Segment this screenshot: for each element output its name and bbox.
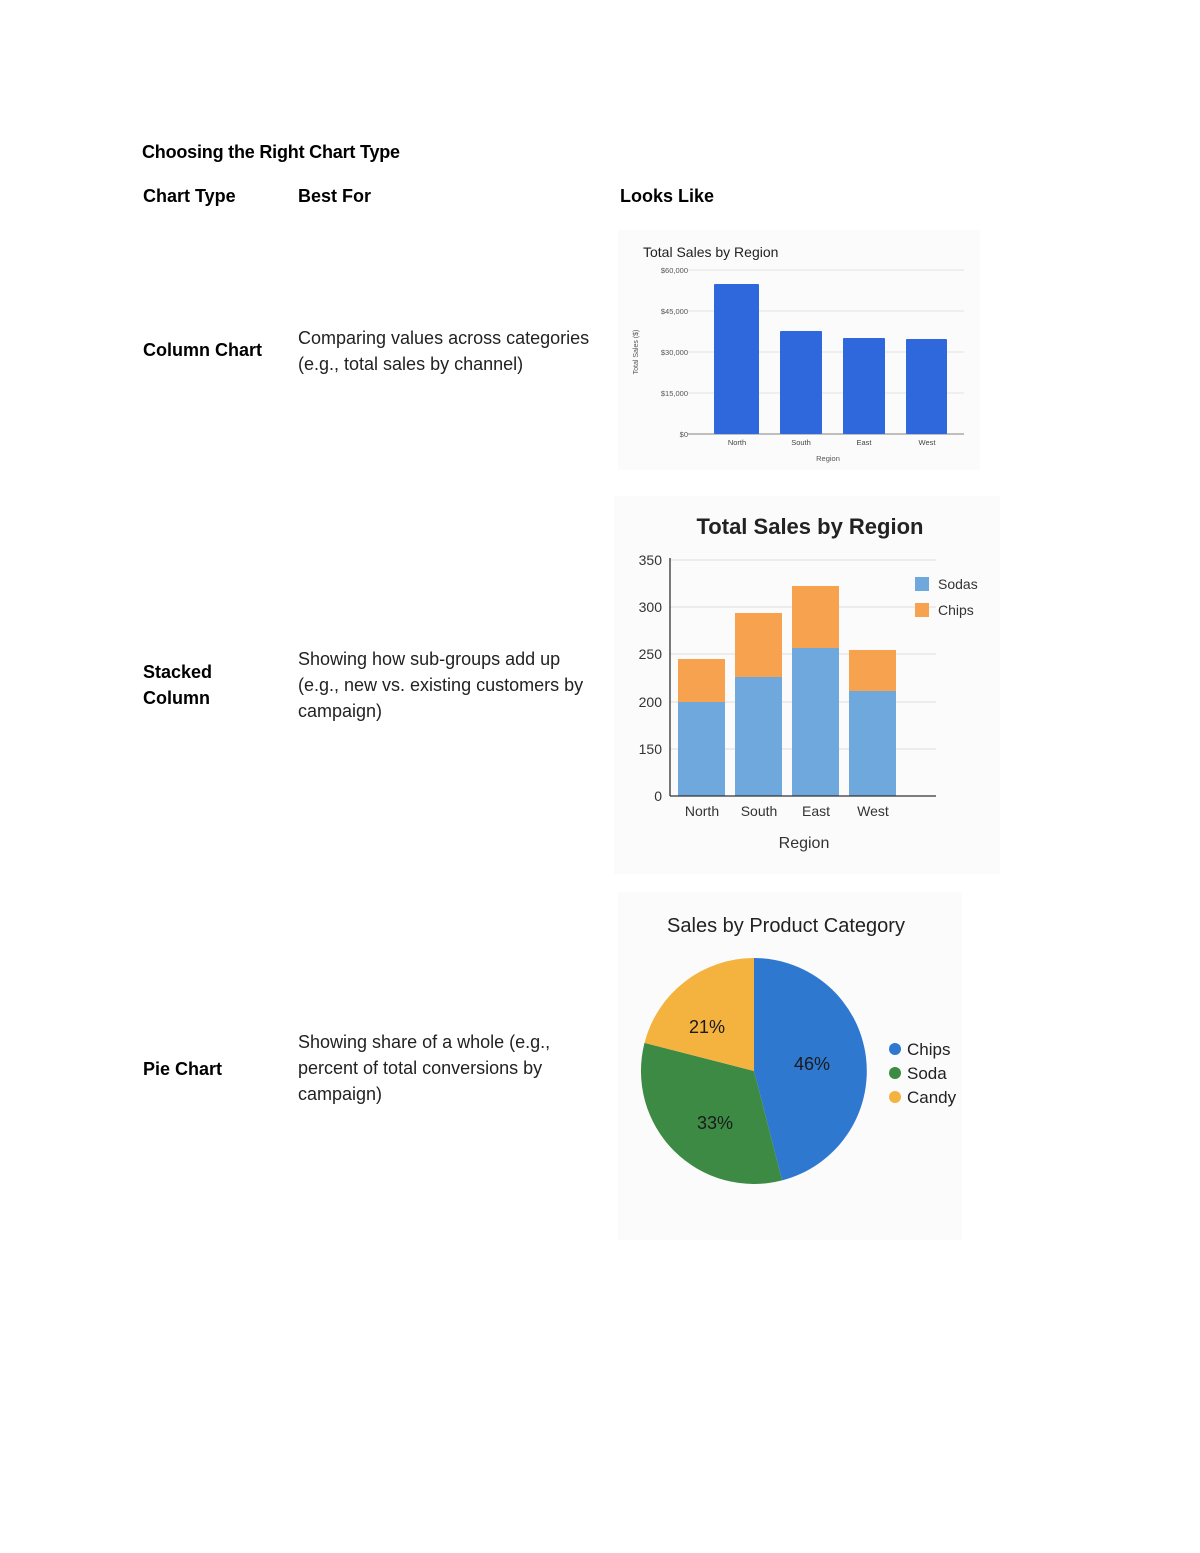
chart-title: Total Sales by Region	[697, 514, 924, 539]
bar-west	[906, 339, 947, 434]
chart-type-label: Column	[143, 688, 210, 708]
bar-east	[843, 338, 885, 434]
legend-label-sodas: Sodas	[938, 576, 978, 592]
svg-text:$0: $0	[680, 430, 688, 439]
svg-text:300: 300	[639, 599, 663, 615]
legend: Chips Soda Candy	[889, 1040, 957, 1107]
column-chart: Total Sales by Region $60,000 $45,000 $3…	[633, 244, 964, 463]
svg-text:South: South	[791, 438, 811, 447]
x-tick-labels: North South East West	[685, 803, 889, 819]
chart-title: Sales by Product Category	[667, 915, 905, 937]
legend-label-candy: Candy	[907, 1088, 957, 1107]
svg-text:$15,000: $15,000	[661, 389, 688, 398]
row-column-chart-type: Column Chart	[143, 337, 262, 363]
bar-west-sodas	[849, 691, 896, 796]
legend-dot-soda	[889, 1067, 901, 1079]
legend: Sodas Chips	[915, 576, 978, 618]
y-tick-labels: $60,000 $45,000 $30,000 $15,000 $0	[661, 266, 688, 439]
column-header-looks-like: Looks Like	[620, 186, 715, 206]
svg-text:North: North	[728, 438, 746, 447]
legend-swatch-chips	[915, 603, 929, 617]
chart-type-label: Stacked	[143, 662, 213, 682]
legend-label-soda: Soda	[907, 1064, 947, 1083]
legend-swatch-sodas	[915, 577, 929, 591]
stacked-bars	[678, 586, 896, 796]
svg-text:150: 150	[639, 741, 663, 757]
row-column-chart-description: Comparing values across categories (e.g.…	[298, 325, 618, 377]
svg-text:200: 200	[639, 694, 663, 710]
row-pie-chart-description: Showing share of a whole (e.g., percent …	[298, 1029, 618, 1107]
description-line: Showing share of a whole (e.g.,	[298, 1032, 551, 1052]
pie-chart: Sales by Product Category 46% 33% 21% Ch…	[640, 915, 957, 1184]
description-line: campaign)	[298, 1084, 383, 1104]
chart-type-label: Pie Chart	[143, 1059, 223, 1079]
x-axis-label: Region	[779, 835, 830, 852]
row-stacked-column-description: Showing how sub-groups add up (e.g., new…	[298, 646, 618, 724]
pie-label-candy: 21%	[689, 1017, 725, 1037]
pie-label-soda: 33%	[697, 1113, 733, 1133]
legend-label-chips: Chips	[938, 602, 974, 618]
bar-north-sodas	[678, 702, 725, 796]
description-line: percent of total conversions by	[298, 1058, 543, 1078]
legend-dot-chips	[889, 1043, 901, 1055]
description-line: (e.g., new vs. existing customers by	[298, 675, 584, 695]
column-header-chart-type: Chart Type	[143, 186, 236, 206]
stacked-column-chart: Total Sales by Region 350 300 250 200 15…	[639, 514, 978, 852]
legend-dot-candy	[889, 1091, 901, 1103]
svg-text:East: East	[802, 803, 830, 819]
bar-east-sodas	[792, 648, 839, 796]
bar-south-chips	[735, 613, 782, 677]
row-stacked-column-type: Stacked Column	[143, 659, 212, 711]
legend-label-chips: Chips	[907, 1040, 950, 1059]
svg-text:350: 350	[639, 552, 663, 568]
column-chart-image: Total Sales by Region $60,000 $45,000 $3…	[618, 230, 980, 470]
bar-south-sodas	[735, 677, 782, 796]
pie-chart-image: Sales by Product Category 46% 33% 21% Ch…	[618, 892, 962, 1240]
svg-text:West: West	[857, 803, 889, 819]
chart-title: Total Sales by Region	[643, 244, 778, 260]
svg-text:250: 250	[639, 646, 663, 662]
bar-west-chips	[849, 650, 896, 691]
svg-text:East: East	[856, 438, 872, 447]
chart-type-label: Column Chart	[143, 340, 262, 360]
svg-text:West: West	[919, 438, 937, 447]
bars	[714, 284, 947, 434]
svg-text:South: South	[741, 803, 778, 819]
description-line: (e.g., total sales by channel)	[298, 354, 524, 374]
row-pie-chart-type: Pie Chart	[143, 1056, 222, 1082]
x-tick-labels: North South East West	[728, 438, 937, 447]
x-axis-label: Region	[816, 454, 840, 463]
pie-slice-chips	[754, 958, 867, 1181]
pie-label-chips: 46%	[794, 1054, 830, 1074]
y-tick-labels: 350 300 250 200 150 0	[639, 552, 663, 804]
stacked-column-chart-image: Total Sales by Region 350 300 250 200 15…	[614, 496, 1000, 874]
description-line: campaign)	[298, 701, 383, 721]
document-title: Choosing the Right Chart Type	[142, 142, 400, 162]
bar-north-chips	[678, 659, 725, 702]
svg-text:$45,000: $45,000	[661, 307, 688, 316]
y-axis-label: Total Sales ($)	[633, 330, 640, 375]
column-header-best-for: Best For	[298, 186, 372, 206]
svg-text:North: North	[685, 803, 719, 819]
svg-text:0: 0	[654, 788, 662, 804]
bar-north	[714, 284, 759, 434]
svg-text:$30,000: $30,000	[661, 348, 688, 357]
pie-slice-candy	[644, 958, 754, 1071]
pie-slice-soda	[640, 1042, 783, 1184]
bar-south	[780, 331, 822, 434]
description-line: Showing how sub-groups add up	[298, 649, 561, 669]
pie-labels: 46% 33% 21%	[689, 1017, 830, 1133]
bar-east-chips	[792, 586, 839, 648]
svg-text:$60,000: $60,000	[661, 266, 688, 275]
description-line: Comparing values across categories	[298, 328, 590, 348]
